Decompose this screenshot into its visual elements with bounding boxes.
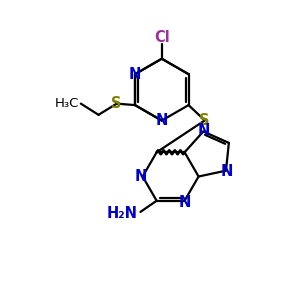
Text: N: N (156, 113, 168, 128)
Text: N: N (135, 169, 147, 184)
Text: N: N (129, 67, 141, 82)
Text: N: N (198, 122, 210, 137)
Text: H₃C: H₃C (55, 97, 80, 110)
Text: H₂N: H₂N (106, 206, 137, 221)
Text: S: S (200, 113, 210, 128)
Text: Cl: Cl (154, 30, 170, 45)
Text: N: N (220, 164, 233, 179)
Text: N: N (178, 195, 191, 210)
Text: S: S (112, 96, 122, 111)
